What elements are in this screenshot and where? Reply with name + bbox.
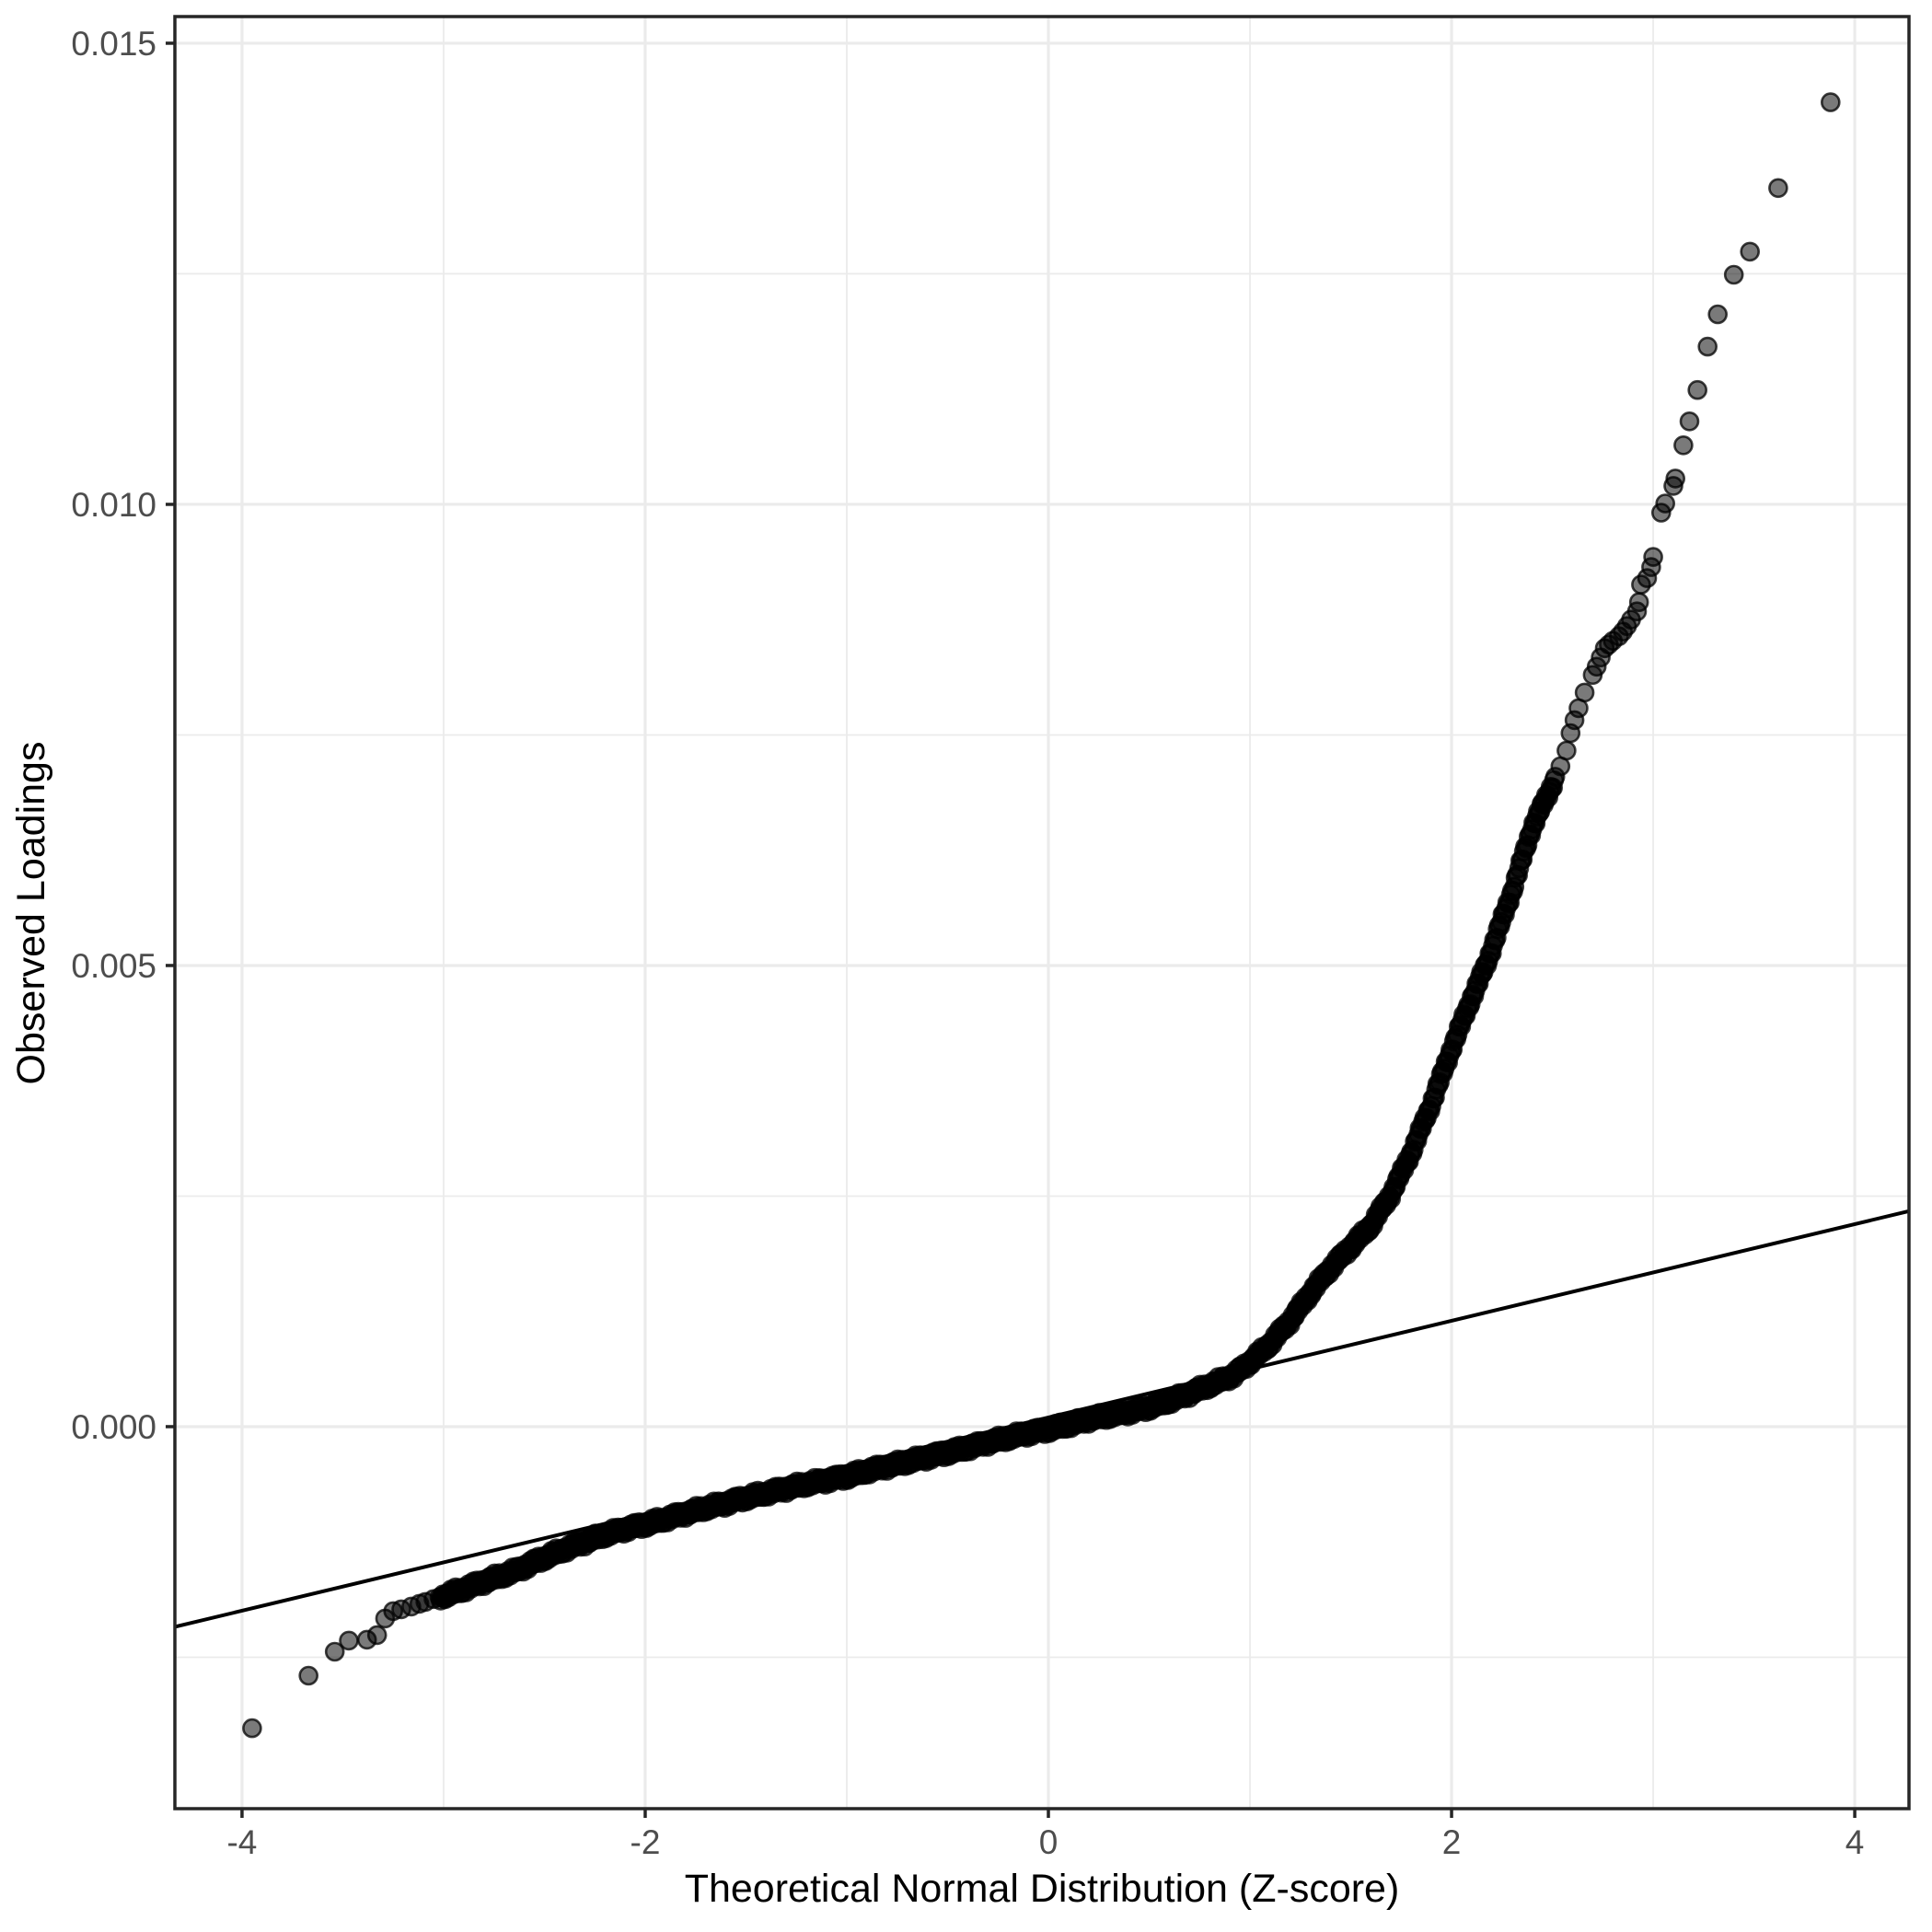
x-tick-label: -4 xyxy=(226,1823,257,1861)
data-point xyxy=(324,1641,345,1662)
x-tick-label: 2 xyxy=(1442,1823,1462,1861)
data-point xyxy=(1687,379,1707,400)
scatter-points-upper-tail xyxy=(1550,92,1841,777)
y-tick-label: 0.000 xyxy=(71,1408,156,1446)
data-point xyxy=(298,1665,319,1686)
x-tick-label: -2 xyxy=(631,1823,661,1861)
data-point xyxy=(1768,178,1788,199)
data-point xyxy=(1679,411,1700,432)
y-axis-title: Observed Loadings xyxy=(9,742,53,1085)
minor-gridlines xyxy=(175,17,1909,1809)
y-tick-label: 0.005 xyxy=(71,947,156,985)
data-point xyxy=(1723,264,1744,285)
x-tick-label: 4 xyxy=(1845,1823,1865,1861)
data-point xyxy=(1574,682,1595,703)
data-point xyxy=(1673,434,1694,456)
data-point xyxy=(1707,304,1728,325)
y-tick-label: 0.010 xyxy=(71,486,156,524)
data-point xyxy=(423,1589,444,1610)
data-point xyxy=(1665,469,1685,489)
data-point xyxy=(1628,592,1649,613)
data-point xyxy=(1655,493,1675,514)
data-point xyxy=(1740,241,1760,262)
y-tick-label: 0.015 xyxy=(71,25,156,63)
x-tick-label: 0 xyxy=(1039,1823,1059,1861)
scatter-points-lower-tail xyxy=(242,1589,444,1739)
panel-background xyxy=(175,17,1909,1809)
data-point xyxy=(1643,547,1663,567)
x-axis-title: Theoretical Normal Distribution (Z-score… xyxy=(685,1867,1400,1911)
data-point xyxy=(1697,336,1718,357)
data-point xyxy=(366,1625,388,1646)
x-axis-ticks xyxy=(240,1809,1857,1818)
panel-border xyxy=(173,15,1911,1811)
y-axis-tick-labels: 0.000 0.005 0.010 0.015 xyxy=(71,25,156,1446)
y-axis-ticks xyxy=(166,41,175,1429)
data-point xyxy=(242,1718,262,1739)
data-point xyxy=(339,1630,359,1651)
data-point xyxy=(1556,740,1577,761)
scatter-points-band xyxy=(429,767,1566,1611)
x-axis-tick-labels: -4 -2 0 2 4 xyxy=(226,1823,1864,1861)
data-point xyxy=(1821,92,1841,112)
